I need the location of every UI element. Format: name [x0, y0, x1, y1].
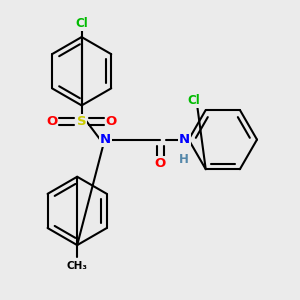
Text: S: S [77, 115, 86, 128]
Text: Cl: Cl [188, 94, 200, 107]
Text: N: N [178, 133, 190, 146]
Text: Cl: Cl [75, 17, 88, 30]
Text: O: O [155, 157, 166, 170]
Text: O: O [106, 115, 117, 128]
Text: O: O [46, 115, 58, 128]
Text: CH₃: CH₃ [67, 261, 88, 271]
Text: H: H [179, 153, 189, 166]
Text: N: N [100, 133, 111, 146]
